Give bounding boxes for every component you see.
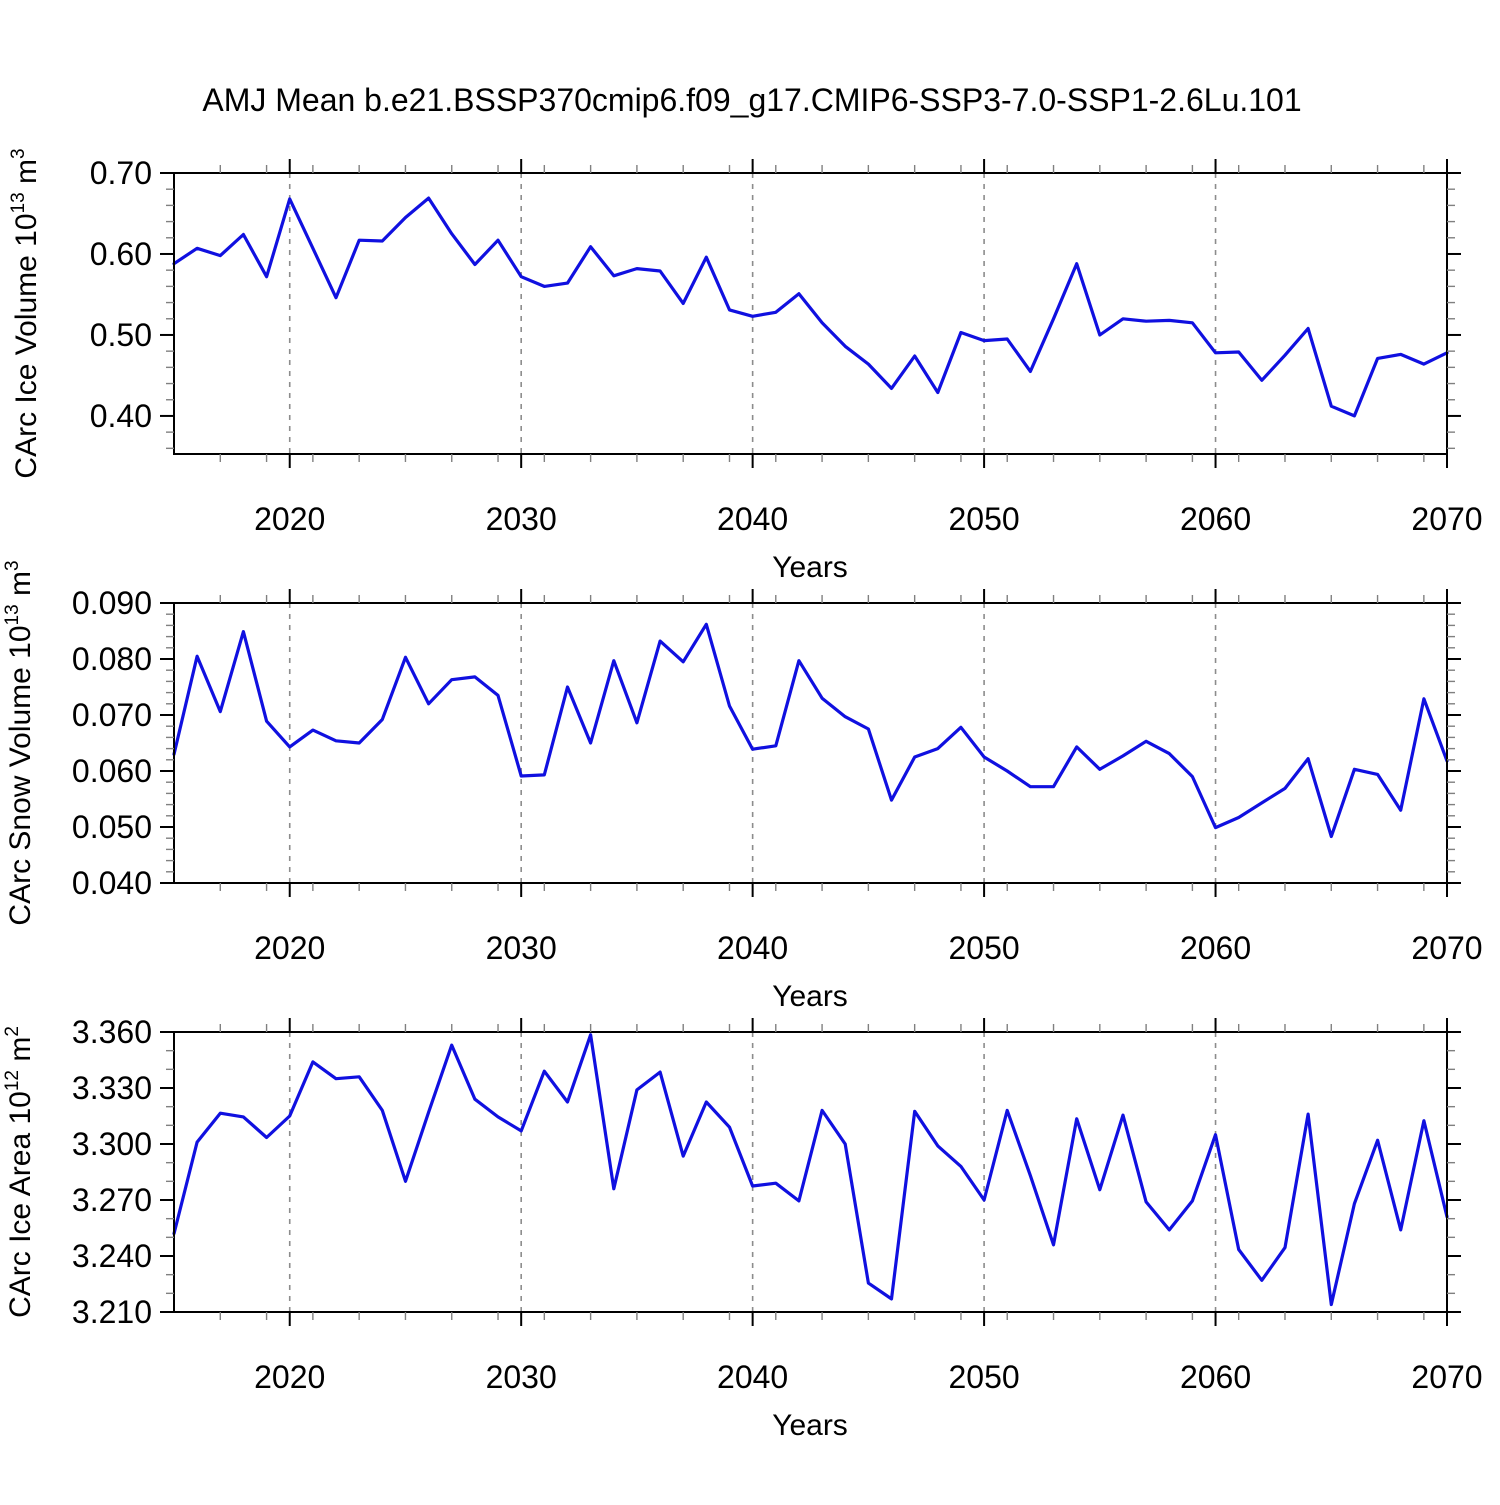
carc-snow-volume-line: [172, 622, 1449, 839]
x-tick-label: 2020: [254, 501, 325, 537]
x-tick-label: 2020: [254, 930, 325, 966]
x-tick-label: 2070: [1411, 1359, 1482, 1395]
x-tick-label: 2030: [486, 501, 557, 537]
y-tick-label: 0.60: [90, 236, 152, 272]
x-tick-label: 2030: [486, 930, 557, 966]
carc-ice-area-line: [172, 1033, 1449, 1307]
x-tick-label: 2060: [1180, 1359, 1251, 1395]
y-tick-label: 0.070: [72, 697, 152, 733]
y-tick-label: 0.70: [90, 155, 152, 191]
figure-title: AMJ Mean b.e21.BSSP370cmip6.f09_g17.CMIP…: [202, 82, 1301, 118]
y-tick-label: 3.300: [72, 1126, 152, 1162]
x-axis-title-1: Years: [772, 551, 848, 584]
y-tick-label: 3.210: [72, 1294, 152, 1330]
y-tick-label: 0.050: [72, 809, 152, 845]
plot-frame: [173, 602, 1448, 884]
plot-frame: [173, 172, 1448, 455]
plot-frame: [173, 1031, 1448, 1313]
x-tick-label: 2020: [254, 1359, 325, 1395]
x-tick-label: 2040: [717, 930, 788, 966]
x-axis-title-3: Years: [772, 1409, 848, 1442]
panel-snow-volume: 2020 2030 2040 2050 2060 2070 0.040 0.050 0.060 0…: [72, 585, 1483, 966]
x-tick-label: 2050: [948, 1359, 1019, 1395]
x-tick-label: 2040: [717, 501, 788, 537]
panels-layer: 2020 2030 2040 2050 2060 2070 0.40 0.50 0.60 0.70…: [72, 155, 1483, 1395]
carc-ice-volume-line: [172, 196, 1449, 418]
x-tick-label: 2060: [1180, 501, 1251, 537]
y-tick-label: 0.080: [72, 641, 152, 677]
y-tick-label: 0.50: [90, 317, 152, 353]
y-tick-label: 3.330: [72, 1070, 152, 1106]
x-tick-label: 2070: [1411, 930, 1482, 966]
y-axis-title-ice-volume: CArc Ice Volume 1013 m3: [8, 148, 43, 478]
x-tick-label: 2050: [948, 501, 1019, 537]
x-tick-label: 2060: [1180, 930, 1251, 966]
y-tick-label: 0.060: [72, 753, 152, 789]
x-tick-label: 2070: [1411, 501, 1482, 537]
y-tick-label: 3.360: [72, 1014, 152, 1050]
y-tick-label: 0.040: [72, 865, 152, 901]
x-tick-label: 2050: [948, 930, 1019, 966]
panel-ice-volume: 2020 2030 2040 2050 2060 2070 0.40 0.50 0.60 0.70: [90, 155, 1483, 537]
y-tick-label: 3.240: [72, 1238, 152, 1274]
y-axis-title-ice-area: CArc Ice Area 1012 m2: [2, 1026, 37, 1318]
x-tick-label: 2030: [486, 1359, 557, 1395]
panel-ice-area: 2020 2030 2040 2050 2060 2070 3.210 3.240 3.270 3…: [72, 1014, 1483, 1395]
y-axis-title-snow-volume: CArc Snow Volume 1013 m3: [2, 560, 37, 925]
y-tick-label: 0.40: [90, 398, 152, 434]
y-tick-label: 3.270: [72, 1182, 152, 1218]
x-axis-title-2: Years: [772, 980, 848, 1013]
y-tick-label: 0.090: [72, 585, 152, 621]
x-tick-label: 2040: [717, 1359, 788, 1395]
